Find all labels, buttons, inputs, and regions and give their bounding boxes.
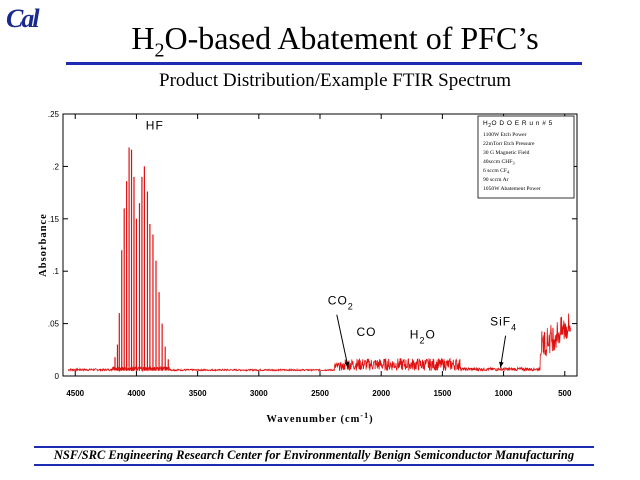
run-condition-line: 1100W Etch Power [483, 132, 527, 138]
annotation-arrow [336, 314, 349, 368]
run-condition-line: 30 G Magnetic Field [483, 150, 530, 156]
footer-divider-bottom [34, 464, 594, 466]
cal-logo: Cal [6, 4, 40, 33]
x-axis-label: Wavenumber (cm-1) [266, 411, 373, 425]
run-condition-line: 90 sccm Ar [483, 177, 509, 183]
x-tick-label: 1000 [495, 389, 513, 398]
title-rest: O-based Abatement of PFC’s [164, 20, 539, 56]
y-tick-label: 0 [55, 372, 60, 381]
run-condition-line: 22mTorr Etch Pressure [483, 141, 535, 147]
run-condition-line: 6 sccm CF4 [483, 168, 510, 175]
y-tick-label: .25 [48, 110, 60, 119]
slide-subtitle: Product Distribution/Example FTIR Spectr… [159, 70, 511, 91]
x-tick-label: 4000 [128, 389, 146, 398]
y-tick-label: .1 [52, 267, 59, 276]
run-condition-line: 1050W Abatement Power [483, 186, 541, 192]
ftir-spectrum-chart: 0 .05 .1 .15 .2 .25 4500 4000 3500 3000 2500 2000 15… [38, 110, 578, 425]
x-tick-label: 2500 [311, 389, 329, 398]
annotation-arrowhead [344, 361, 350, 368]
peak-label-sif: SiF4 [490, 315, 517, 333]
x-tick-label: 500 [558, 389, 572, 398]
x-tick-label: 4500 [66, 389, 84, 398]
title-h: H [131, 20, 155, 56]
annotation-arrowhead [499, 361, 504, 368]
y-tick-label: .05 [48, 320, 60, 329]
run-conditions-box [477, 115, 575, 199]
x-tick-label: 1500 [433, 389, 451, 398]
peak-label-co: CO [357, 325, 377, 339]
peak-label-co: CO2 [328, 294, 354, 312]
slide-title: H2O-based Abatement of PFC’s [30, 20, 640, 62]
y-tick-label: .15 [48, 215, 60, 224]
footer-text: NSF/SRC Engineering Research Center for … [53, 448, 575, 462]
title-sub-2: 2 [154, 39, 165, 62]
y-axis-label: Absorbance [38, 213, 49, 277]
run-conditions-title: H2O D O E R u n # 5 [483, 120, 553, 129]
run-condition-line: 40sccm CHF3 [483, 159, 515, 166]
x-tick-label: 3500 [189, 389, 207, 398]
x-tick-label: 2000 [372, 389, 390, 398]
footer-divider-top [34, 446, 594, 448]
peak-label-h: H2O [410, 327, 436, 345]
peak-label-hf: HF [146, 119, 164, 133]
title-divider [66, 62, 582, 65]
y-tick-label: .2 [52, 162, 59, 171]
x-tick-label: 3000 [250, 389, 268, 398]
